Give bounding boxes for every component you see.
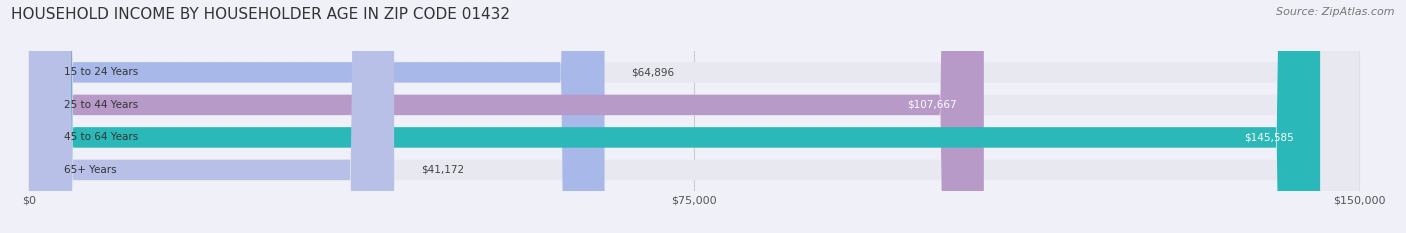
FancyBboxPatch shape [30,0,1360,233]
Text: Source: ZipAtlas.com: Source: ZipAtlas.com [1277,7,1395,17]
FancyBboxPatch shape [30,0,605,233]
Text: $64,896: $64,896 [631,67,675,77]
FancyBboxPatch shape [30,0,1360,233]
FancyBboxPatch shape [30,0,394,233]
Text: $145,585: $145,585 [1244,132,1294,142]
FancyBboxPatch shape [30,0,1360,233]
Text: 15 to 24 Years: 15 to 24 Years [65,67,139,77]
Text: 45 to 64 Years: 45 to 64 Years [65,132,139,142]
FancyBboxPatch shape [30,0,1320,233]
Text: $107,667: $107,667 [908,100,957,110]
Text: 65+ Years: 65+ Years [65,165,117,175]
Text: HOUSEHOLD INCOME BY HOUSEHOLDER AGE IN ZIP CODE 01432: HOUSEHOLD INCOME BY HOUSEHOLDER AGE IN Z… [11,7,510,22]
FancyBboxPatch shape [30,0,1360,233]
Text: $41,172: $41,172 [420,165,464,175]
Text: 25 to 44 Years: 25 to 44 Years [65,100,139,110]
FancyBboxPatch shape [30,0,984,233]
